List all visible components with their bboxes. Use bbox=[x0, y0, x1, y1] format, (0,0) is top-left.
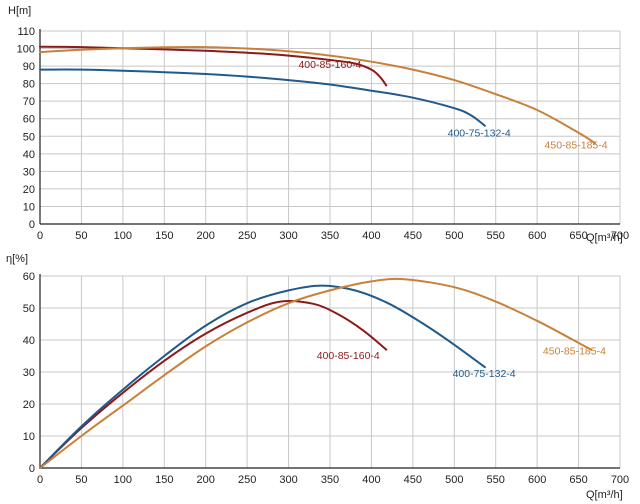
y-tick-label: 50 bbox=[23, 303, 35, 315]
x-tick-label: 450 bbox=[404, 230, 422, 242]
x-tick-label: 550 bbox=[487, 474, 505, 486]
x-tick-label: 250 bbox=[238, 474, 256, 486]
x-tick-label: 650 bbox=[569, 230, 587, 242]
x-tick-label: 200 bbox=[197, 230, 215, 242]
x-tick-label: 400 bbox=[362, 230, 380, 242]
x-axis-label: Q[m³/h] bbox=[586, 489, 623, 501]
x-tick-label: 200 bbox=[197, 474, 215, 486]
y-tick-label: 50 bbox=[23, 131, 35, 143]
series-label-400-75-132-4: 400-75-132-4 bbox=[448, 127, 511, 139]
y-tick-label: 30 bbox=[23, 367, 35, 379]
x-tick-label: 300 bbox=[279, 230, 297, 242]
x-tick-label: 550 bbox=[487, 230, 505, 242]
y-tick-label: 0 bbox=[29, 463, 35, 475]
series-line-450-85-185-4 bbox=[39, 46, 597, 145]
x-tick-label: 500 bbox=[445, 230, 463, 242]
y-tick-label: 40 bbox=[23, 335, 35, 347]
x-tick-label: 0 bbox=[37, 474, 43, 486]
x-tick-label: 100 bbox=[114, 230, 132, 242]
x-tick-label: 600 bbox=[528, 474, 546, 486]
x-tick-label: 50 bbox=[75, 230, 87, 242]
x-tick-label: 250 bbox=[238, 230, 256, 242]
y-tick-label: 60 bbox=[23, 114, 35, 126]
series-line-450-85-185-4 bbox=[39, 277, 592, 469]
y-tick-label: 20 bbox=[23, 184, 35, 196]
series-label-400-85-160-4: 400-85-160-4 bbox=[298, 59, 361, 71]
y-axis-label: H[m] bbox=[8, 5, 31, 17]
y-tick-label: 10 bbox=[23, 431, 35, 443]
y-tick-label: 30 bbox=[23, 166, 35, 178]
y-tick-label: 20 bbox=[23, 399, 35, 411]
x-tick-label: 400 bbox=[362, 474, 380, 486]
y-tick-label: 90 bbox=[23, 61, 35, 73]
x-tick-label: 50 bbox=[75, 474, 87, 486]
x-tick-label: 700 bbox=[611, 230, 629, 242]
y-tick-label: 100 bbox=[17, 44, 35, 56]
series-label-400-85-160-4: 400-85-160-4 bbox=[317, 350, 380, 362]
x-tick-label: 300 bbox=[279, 474, 297, 486]
y-tick-label: 70 bbox=[23, 96, 35, 108]
y-tick-label: 80 bbox=[23, 79, 35, 91]
x-tick-label: 350 bbox=[321, 230, 339, 242]
x-tick-label: 500 bbox=[445, 474, 463, 486]
x-axis-label: Q[m³/h] bbox=[586, 232, 623, 244]
x-tick-label: 100 bbox=[114, 474, 132, 486]
x-tick-label: 700 bbox=[611, 474, 629, 486]
y-axis-label: η[%] bbox=[6, 253, 28, 265]
y-tick-label: 0 bbox=[29, 219, 35, 231]
series-line-400-75-132-4 bbox=[39, 284, 486, 469]
y-tick-label: 110 bbox=[17, 26, 35, 38]
series-line-400-85-160-4 bbox=[39, 300, 388, 469]
x-tick-label: 650 bbox=[569, 474, 587, 486]
x-tick-label: 150 bbox=[155, 230, 173, 242]
x-tick-label: 600 bbox=[528, 230, 546, 242]
y-tick-label: 40 bbox=[23, 149, 35, 161]
x-tick-label: 450 bbox=[404, 474, 422, 486]
x-tick-label: 350 bbox=[321, 474, 339, 486]
series-label-450-85-185-4: 450-85-185-4 bbox=[543, 345, 606, 357]
y-tick-label: 10 bbox=[23, 201, 35, 213]
x-tick-label: 0 bbox=[37, 230, 43, 242]
x-tick-label: 150 bbox=[155, 474, 173, 486]
series-line-400-75-132-4 bbox=[39, 68, 486, 127]
series-label-450-85-185-4: 450-85-185-4 bbox=[545, 140, 608, 152]
series-label-400-75-132-4: 400-75-132-4 bbox=[453, 368, 516, 380]
y-tick-label: 60 bbox=[23, 271, 35, 283]
